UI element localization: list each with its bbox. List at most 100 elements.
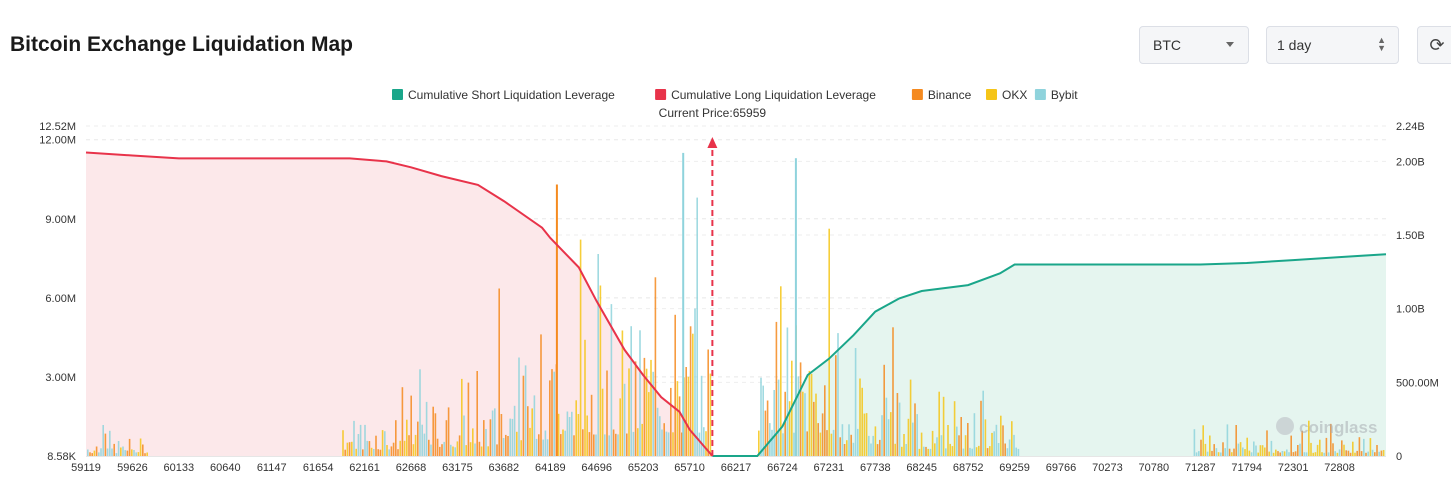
legend-swatch bbox=[986, 89, 997, 100]
current-price-arrow-icon bbox=[707, 137, 718, 148]
x-tick-label: 72301 bbox=[1278, 462, 1309, 474]
liquidation-bar bbox=[1283, 451, 1286, 456]
liquidation-bar bbox=[582, 429, 584, 456]
liquidation-bar bbox=[685, 367, 687, 456]
liquidation-bar bbox=[419, 369, 421, 456]
y-right-tick-label: 1.50B bbox=[1396, 230, 1425, 242]
liquidation-bar bbox=[98, 452, 100, 456]
liquidation-bar bbox=[705, 431, 707, 456]
liquidation-bar bbox=[1202, 425, 1204, 456]
liquidation-bar bbox=[489, 419, 492, 456]
liquidation-bar bbox=[674, 314, 676, 456]
liquidation-bar bbox=[824, 385, 826, 456]
legend-item-label: Cumulative Long Liquidation Leverage bbox=[671, 88, 876, 102]
liquidation-bar bbox=[617, 434, 619, 456]
liquidation-bar bbox=[1246, 437, 1248, 456]
liquidation-bar bbox=[894, 443, 896, 456]
liquidation-bar bbox=[656, 407, 659, 456]
liquidation-bar bbox=[672, 432, 674, 456]
liquidation-bar bbox=[786, 327, 789, 456]
liquidation-bar bbox=[775, 321, 778, 456]
liquidation-bar bbox=[577, 414, 580, 456]
liquidation-bar bbox=[1235, 425, 1237, 456]
liquidation-bar bbox=[1308, 420, 1310, 456]
liquidation-bar bbox=[984, 419, 987, 456]
liquidation-bar bbox=[377, 449, 379, 456]
liquidation-bar bbox=[769, 423, 771, 456]
liquidation-bar bbox=[1338, 449, 1341, 456]
liquidation-bar bbox=[632, 431, 635, 456]
liquidation-bar bbox=[399, 440, 401, 456]
refresh-button[interactable]: ⟳ bbox=[1417, 26, 1451, 64]
liquidation-bar bbox=[381, 430, 384, 456]
liquidation-bar bbox=[1006, 448, 1009, 456]
liquidation-bar bbox=[513, 405, 516, 456]
liquidation-bar bbox=[1242, 447, 1244, 456]
liquidation-bar bbox=[1382, 450, 1385, 456]
liquidation-bar bbox=[689, 326, 692, 456]
liquidation-bar bbox=[960, 417, 962, 456]
liquidation-bar bbox=[927, 448, 929, 456]
y-left-tick-label: 9.00M bbox=[45, 214, 76, 226]
liquidation-bar bbox=[509, 418, 511, 456]
liquidation-bar bbox=[1299, 443, 1301, 456]
liquidation-bar bbox=[958, 435, 960, 456]
x-tick-label: 61147 bbox=[257, 462, 287, 474]
interval-select-value: 1 day bbox=[1277, 37, 1312, 53]
liquidation-bar bbox=[1206, 451, 1209, 456]
y-left-tick-label: 8.58K bbox=[47, 451, 76, 463]
liquidation-bar bbox=[95, 446, 98, 456]
liquidation-bar bbox=[593, 434, 595, 456]
liquidation-bar bbox=[912, 422, 914, 456]
liquidation-bar bbox=[1334, 451, 1336, 456]
liquidation-bar bbox=[973, 413, 976, 456]
liquidation-bar bbox=[936, 437, 938, 456]
liquidation-bar bbox=[1369, 438, 1372, 456]
liquidation-bar bbox=[993, 431, 995, 456]
liquidation-bar bbox=[615, 433, 617, 456]
liquidation-bar bbox=[841, 424, 844, 456]
liquidation-bar bbox=[766, 400, 769, 456]
liquidation-bar bbox=[1226, 424, 1229, 456]
liquidation-bar bbox=[872, 435, 874, 456]
liquidation-bar bbox=[828, 228, 830, 456]
x-tick-label: 66724 bbox=[767, 462, 798, 474]
liquidation-bar bbox=[549, 380, 551, 456]
liquidation-bar bbox=[500, 414, 503, 456]
liquidation-bar bbox=[564, 430, 566, 456]
liquidation-bar bbox=[837, 333, 839, 456]
symbol-select[interactable]: BTC bbox=[1139, 26, 1249, 64]
liquidation-bar bbox=[428, 439, 430, 456]
liquidation-bar bbox=[909, 379, 912, 456]
legend-item-label: Cumulative Short Liquidation Leverage bbox=[408, 88, 615, 102]
liquidation-bar bbox=[357, 434, 360, 456]
liquidation-bar bbox=[687, 376, 690, 456]
liquidation-bar bbox=[694, 308, 696, 456]
y-right-tick-label: 0 bbox=[1396, 451, 1402, 463]
liquidation-bar bbox=[1008, 439, 1011, 456]
liquidation-bar bbox=[1250, 452, 1253, 456]
liquidation-bar bbox=[588, 432, 591, 456]
up-down-arrows-icon: ▲ ▼ bbox=[1377, 35, 1386, 53]
liquidation-bar bbox=[1222, 442, 1224, 456]
y-left-tick-label: 12.00M bbox=[39, 135, 76, 147]
liquidation-bar bbox=[496, 444, 498, 456]
liquidation-bar bbox=[1217, 452, 1220, 456]
liquidation-bar bbox=[700, 375, 703, 456]
liquidation-bar bbox=[1356, 450, 1358, 456]
liquidation-bar bbox=[991, 432, 993, 456]
liquidation-bar bbox=[978, 445, 980, 456]
liquidation-bar bbox=[1358, 437, 1361, 456]
liquidation-bar bbox=[436, 438, 439, 456]
liquidation-bar bbox=[986, 448, 989, 456]
liquidation-bar bbox=[1264, 447, 1266, 456]
liquidation-bar bbox=[359, 424, 362, 456]
liquidation-bar bbox=[139, 438, 142, 456]
liquidation-bar bbox=[637, 428, 639, 456]
liquidation-bar bbox=[1352, 441, 1354, 456]
interval-select[interactable]: 1 day ▲ ▼ bbox=[1266, 26, 1399, 64]
liquidation-bar bbox=[931, 430, 934, 456]
liquidation-bar bbox=[430, 444, 432, 456]
legend-item-label: Binance bbox=[928, 88, 972, 102]
x-tick-label: 61654 bbox=[303, 462, 334, 474]
